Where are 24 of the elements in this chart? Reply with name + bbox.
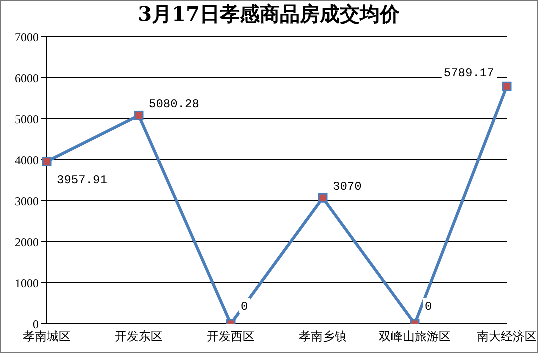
- x-tick-label: 开发东区: [115, 330, 163, 344]
- data-label: 0: [241, 300, 248, 314]
- data-label: 3957.91: [57, 174, 108, 188]
- data-label: 3070: [333, 180, 362, 194]
- point: [318, 193, 328, 203]
- data-label: 0: [425, 300, 432, 314]
- x-tick-label: 孝南乡镇: [299, 330, 347, 344]
- y-tick-label: 6000: [15, 71, 39, 86]
- x-tick-label: 孝南城区: [23, 330, 71, 344]
- point: [134, 110, 144, 120]
- y-tick-label: 2000: [15, 235, 39, 250]
- point: [502, 82, 512, 92]
- data-label: 5789.17: [444, 66, 494, 81]
- y-tick-label: 0: [33, 317, 39, 332]
- chart-title: 3月17日孝感商品房成交均价: [137, 1, 401, 28]
- data-label: 5080.28: [149, 98, 200, 112]
- x-tick-label: 南大经济区: [477, 330, 537, 344]
- x-tick-label: 双峰山旅游区: [379, 330, 451, 344]
- y-tick-label: 1000: [15, 276, 39, 290]
- y-tick-label: 5000: [15, 112, 39, 126]
- x-tick-label: 开发西区: [207, 330, 255, 344]
- y-tick-label: 3000: [15, 194, 39, 208]
- y-tick-label: 7000: [15, 30, 39, 44]
- y-tick-label: 4000: [15, 153, 39, 168]
